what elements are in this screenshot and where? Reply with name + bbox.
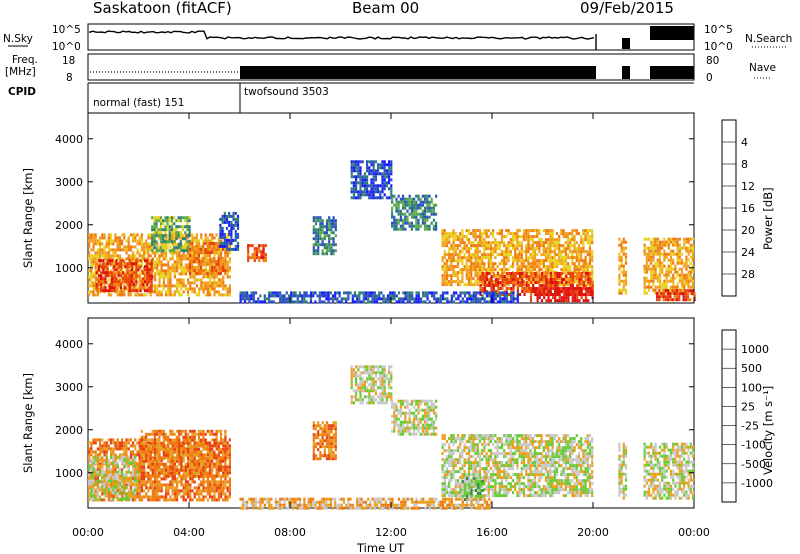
- x-tick-label: 00:00: [678, 526, 710, 539]
- colorbar-tick-label: 25: [741, 400, 755, 413]
- nsearch-tick-bottom: 10^0: [704, 41, 733, 53]
- data-region: [618, 237, 628, 295]
- nsearch-tick-top: 10^5: [704, 24, 733, 36]
- data-region: [643, 442, 695, 500]
- colorbar-tick-label: 1000: [741, 343, 769, 356]
- power-axes: 1000 2000 3000 4000: [55, 113, 695, 303]
- velocity-heatmap: [88, 365, 695, 510]
- date-title: 09/Feb/2015: [580, 0, 674, 17]
- colorbar-tick-label: 20: [741, 224, 755, 237]
- y-tick-label: 2000: [55, 219, 83, 232]
- colorbar-tick-label: -25: [741, 420, 759, 433]
- power-colorbar-label: Power [dB]: [761, 187, 775, 250]
- data-region: [461, 477, 484, 501]
- nsky-tick-bottom: 10^0: [52, 41, 81, 53]
- nsky-panel: N.Sky 10^5 10^0 10^5 10^0 N.Search: [3, 23, 792, 53]
- colorbar-tick-label: 100: [741, 381, 762, 394]
- data-region: [350, 160, 393, 200]
- freq-block-twofsound: [240, 66, 596, 79]
- freq-block: [622, 66, 630, 79]
- data-region: [239, 497, 493, 510]
- colorbar-tick-label: 12: [741, 180, 755, 193]
- time-xlabel: Time UT: [356, 541, 405, 554]
- nsky-label: N.Sky: [3, 33, 33, 45]
- x-tick-label: 16:00: [476, 526, 508, 539]
- y-tick-label: 4000: [55, 133, 83, 146]
- data-region: [247, 244, 267, 263]
- data-region: [138, 429, 227, 478]
- data-region: [151, 216, 191, 253]
- freq-unit-label: [MHz]: [5, 66, 36, 78]
- x-tick-label: 20:00: [577, 526, 609, 539]
- x-tick-label: 12:00: [375, 526, 407, 539]
- freq-block: [650, 66, 694, 79]
- power-colorbar: 4 8 12 16 20 24 28: [721, 119, 755, 297]
- cpid-segment-twofsound: twofsound 3503: [244, 86, 329, 98]
- y-tick-label: 1000: [55, 467, 83, 480]
- nsky-trace: [89, 26, 694, 50]
- velocity-frame: [87, 317, 695, 509]
- data-region: [656, 289, 696, 302]
- nsky-line: [89, 30, 595, 40]
- power-ylabel: Slant Range [km]: [21, 168, 35, 268]
- velocity-colorbar-label: Velocity [m s⁻¹]: [761, 386, 775, 475]
- data-region: [529, 287, 594, 303]
- colorbar-tick-label: 28: [741, 268, 755, 281]
- cpid-label: CPID: [8, 86, 36, 98]
- data-region: [618, 442, 628, 500]
- colorbar-tick-label: -100: [741, 439, 766, 452]
- nsky-burst: [650, 26, 694, 40]
- y-tick-label: 4000: [55, 338, 83, 351]
- data-region: [312, 216, 337, 256]
- data-region: [350, 365, 393, 405]
- cpid-segment-normal: normal (fast) 151: [93, 97, 184, 109]
- colorbar-tick-label: -1000: [741, 477, 773, 490]
- cpid-panel: CPID normal (fast) 151 twofsound 3503: [8, 82, 694, 113]
- data-region: [219, 211, 240, 251]
- nsky-tick-top: 10^5: [52, 24, 81, 36]
- data-region: [239, 291, 519, 304]
- nave-tick-top: 80: [706, 55, 719, 67]
- velocity-colorbar: 1000 500 100 25 -25 -100 -500 -1000: [721, 329, 773, 503]
- x-tick-label: 04:00: [173, 526, 205, 539]
- freq-tick-top: 18: [62, 55, 75, 67]
- freq-trace: [90, 66, 694, 79]
- velocity-axes: 1000 2000 3000 4000 00:00 04:00 08:00 12:00 16:0…: [55, 318, 710, 539]
- y-tick-label: 3000: [55, 381, 83, 394]
- power-heatmap: [88, 160, 696, 304]
- data-region: [95, 259, 153, 293]
- beam-title: Beam 00: [352, 0, 419, 17]
- y-tick-label: 2000: [55, 424, 83, 437]
- y-tick-label: 3000: [55, 176, 83, 189]
- nsearch-label: N.Search: [745, 33, 792, 45]
- data-region: [441, 434, 594, 498]
- x-tick-label: 08:00: [274, 526, 306, 539]
- y-tick-label: 1000: [55, 262, 83, 275]
- data-region: [643, 237, 695, 295]
- data-region: [312, 421, 337, 461]
- freq-panel: Freq. [MHz] 18 8 80 0 Nave: [5, 53, 776, 84]
- nsky-burst: [622, 38, 630, 49]
- power-panel: 1000 2000 3000 4000 Slant Range [km] 4 8 12 16…: [21, 112, 775, 304]
- freq-label: Freq.: [12, 54, 38, 66]
- colorbar-tick-label: -500: [741, 458, 766, 471]
- data-region: [88, 455, 139, 501]
- colorbar-tick-label: 4: [741, 136, 748, 149]
- velocity-panel: 1000 2000 3000 4000 00:00 04:00 08:00 12:00 16:0…: [21, 317, 775, 554]
- colorbar-tick-label: 500: [741, 362, 762, 375]
- nave-tick-bottom: 0: [706, 72, 713, 84]
- colorbar-tick-label: 16: [741, 202, 755, 215]
- nave-label: Nave: [749, 62, 776, 74]
- freq-tick-bottom: 8: [66, 72, 73, 84]
- data-region: [391, 194, 438, 231]
- colorbar-tick-label: 24: [741, 246, 755, 259]
- data-region: [189, 242, 227, 275]
- x-tick-label: 00:00: [72, 526, 104, 539]
- station-title: Saskatoon (fitACF): [93, 0, 232, 17]
- velocity-ylabel: Slant Range [km]: [21, 373, 35, 473]
- colorbar-tick-label: 8: [741, 158, 748, 171]
- data-region: [391, 399, 438, 436]
